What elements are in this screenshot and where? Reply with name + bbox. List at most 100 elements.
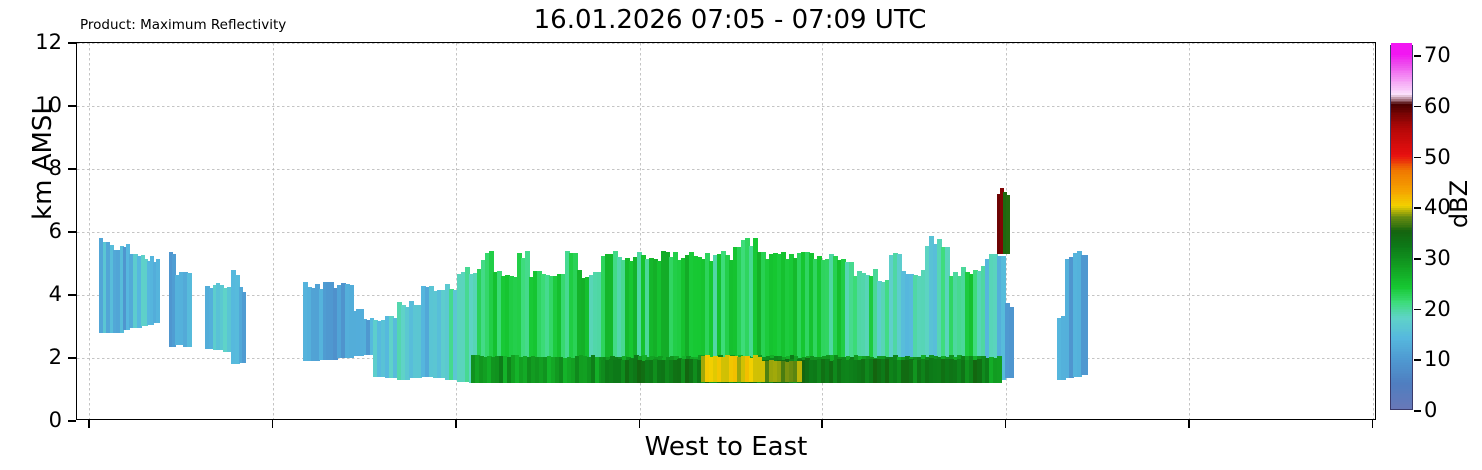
reflectivity-cell <box>765 360 770 382</box>
colorbar-tick-label: 20 <box>1424 296 1451 321</box>
y-axis-tick-mark <box>68 294 76 296</box>
colorbar-band <box>1391 302 1412 305</box>
reflectivity-cell <box>989 253 994 382</box>
reflectivity-cell <box>141 254 145 327</box>
reflectivity-cell <box>853 276 858 382</box>
reflectivity-cell <box>817 256 822 384</box>
colorbar-band <box>1391 369 1412 373</box>
reflectivity-cell <box>673 252 678 384</box>
reflectivity-cell <box>585 277 590 384</box>
colorbar-band <box>1391 240 1412 243</box>
y-axis-tick-label: 2 <box>48 345 62 369</box>
reflectivity-cell <box>785 259 790 384</box>
reflectivity-cell <box>965 359 970 384</box>
reflectivity-cell <box>953 360 958 384</box>
reflectivity-cell <box>729 259 734 384</box>
reflectivity-cell <box>517 252 522 384</box>
reflectivity-cell <box>845 262 850 384</box>
reflectivity-cell <box>554 357 560 384</box>
reflectivity-cell <box>833 360 838 384</box>
reflectivity-cell <box>677 359 682 384</box>
x-axis-tick-mark <box>455 420 457 428</box>
colorbar-band <box>1391 234 1412 238</box>
reflectivity-cell <box>581 277 586 384</box>
colorbar-band <box>1391 245 1412 249</box>
colorbar-band <box>1391 273 1412 276</box>
reflectivity-cell <box>689 252 694 384</box>
reflectivity-cell <box>578 355 584 384</box>
reflectivity-cell <box>526 356 532 384</box>
reflectivity-cell <box>717 254 722 384</box>
colorbar-band <box>1391 267 1412 271</box>
colorbar-band <box>1391 87 1412 90</box>
reflectivity-cell <box>219 284 224 351</box>
colorbar-tick-label: 0 <box>1424 398 1438 422</box>
reflectivity-cell <box>183 272 188 347</box>
reflectivity-cell <box>745 238 750 384</box>
colorbar-band <box>1391 223 1412 227</box>
reflectivity-cell <box>797 252 802 384</box>
colorbar-band <box>1391 70 1412 74</box>
reflectivity-cell <box>534 357 540 384</box>
colorbar-tick-mark <box>1414 257 1421 260</box>
reflectivity-cell <box>582 356 588 384</box>
colorbar-band <box>1391 178 1412 181</box>
reflectivity-cell <box>482 357 488 384</box>
reflectivity-cell <box>558 357 564 384</box>
reflectivity-cell <box>533 270 538 384</box>
reflectivity-cell <box>502 355 508 384</box>
reflectivity-cell <box>757 252 762 384</box>
x-axis-tick-mark <box>271 420 274 428</box>
colorbar-band <box>1391 149 1412 152</box>
reflectivity-cell <box>937 239 942 381</box>
reflectivity-cell <box>494 355 500 384</box>
reflectivity-cell <box>593 272 598 384</box>
reflectivity-cell <box>737 357 742 382</box>
colorbar-band <box>1391 143 1412 147</box>
colorbar-band <box>1391 90 1412 94</box>
reflectivity-cell <box>705 355 710 382</box>
colorbar-band <box>1391 125 1412 128</box>
colorbar-band <box>1391 212 1412 216</box>
colorbar-band <box>1391 180 1412 183</box>
reflectivity-cell <box>417 304 422 379</box>
colorbar-band <box>1391 139 1412 143</box>
reflectivity-cell <box>905 360 910 384</box>
reflectivity-cell <box>1065 259 1070 379</box>
reflectivity-cell <box>617 358 622 384</box>
colorbar-band <box>1391 371 1412 375</box>
colorbar-band <box>1391 276 1412 280</box>
reflectivity-cell <box>621 259 626 384</box>
y-axis-tick-label: 10 <box>35 93 62 117</box>
reflectivity-cell <box>577 269 582 384</box>
colorbar-band <box>1391 243 1412 247</box>
colorbar-band <box>1391 326 1412 329</box>
colorbar-band <box>1391 327 1412 331</box>
reflectivity-cell <box>825 359 830 384</box>
reflectivity-cell <box>889 358 894 384</box>
reflectivity-cell <box>781 251 786 384</box>
reflectivity-cell <box>150 255 154 325</box>
reflectivity-cell <box>973 269 978 384</box>
colorbar-band <box>1391 280 1412 284</box>
reflectivity-cell <box>969 274 974 384</box>
colorbar-tick-mark <box>1414 359 1421 361</box>
product-label: Product: Maximum Reflectivity <box>80 17 287 33</box>
reflectivity-cell <box>753 355 758 382</box>
reflectivity-cell <box>877 359 882 384</box>
colorbar <box>1390 43 1413 410</box>
reflectivity-cell <box>641 360 646 384</box>
reflectivity-cell <box>645 259 650 384</box>
reflectivity-cell <box>777 360 782 382</box>
reflectivity-cell <box>909 359 914 384</box>
reflectivity-cell <box>829 360 834 384</box>
reflectivity-cell <box>561 273 566 384</box>
colorbar-band <box>1391 251 1412 254</box>
gridline-vertical <box>456 43 457 419</box>
reflectivity-cell <box>941 358 946 384</box>
reflectivity-cell <box>478 356 484 384</box>
y-axis-tick-label: 4 <box>48 282 62 306</box>
y-axis-tick-mark <box>68 168 76 170</box>
colorbar-band <box>1391 176 1412 180</box>
